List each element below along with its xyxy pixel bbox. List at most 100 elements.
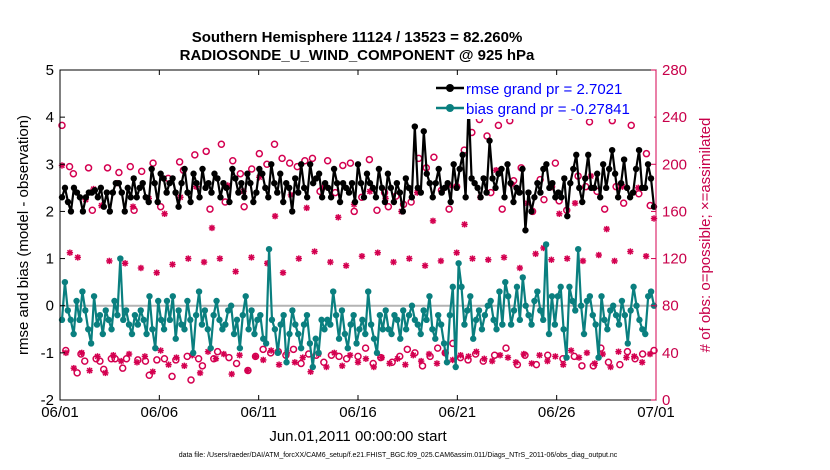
bias-point — [300, 321, 308, 328]
bias-point — [367, 321, 375, 328]
bias-point — [490, 316, 497, 324]
obs-assimilated-stroke — [359, 253, 365, 260]
rmse-point — [184, 189, 191, 196]
obs-assimilated-stroke — [552, 353, 559, 360]
bias-point — [327, 321, 334, 328]
obs-possible-point — [81, 357, 89, 365]
obs-assimilated-stroke — [252, 353, 259, 360]
y-left-tick-label: 2 — [46, 203, 54, 220]
bias-point — [528, 321, 535, 328]
bias-point — [437, 321, 445, 328]
bias-point — [545, 330, 553, 338]
obs-assimilated-point — [339, 362, 346, 370]
bias-point — [239, 311, 247, 319]
rmse-point — [360, 194, 368, 201]
y-right-tick-label: 200 — [662, 156, 687, 173]
bias-point — [566, 283, 573, 291]
rmse-point — [103, 189, 111, 196]
obs-assimilated-stroke — [268, 347, 275, 354]
rmse-point — [187, 198, 194, 206]
obs-possible-point — [540, 195, 548, 204]
rmse-point — [214, 175, 221, 182]
obs-assimilated-point — [70, 364, 78, 372]
y-right-tick-label: 240 — [662, 109, 687, 126]
rmse-point — [522, 227, 529, 234]
bias-point — [388, 330, 395, 338]
obs-assimilated-point — [66, 249, 74, 256]
obs-assimilated-point — [591, 360, 599, 367]
rmse-point — [378, 184, 386, 192]
bias-point — [242, 293, 249, 300]
bias-point — [464, 307, 471, 314]
obs-assimilated-stroke — [615, 348, 622, 355]
rmse-point — [411, 123, 419, 130]
bias-point — [435, 311, 442, 319]
obs-assimilated-stroke — [560, 361, 567, 368]
obs-assimilated-stroke — [465, 353, 472, 360]
bias-point — [309, 363, 316, 371]
bias-point — [467, 293, 474, 300]
rmse-point — [259, 170, 266, 177]
rmse-point — [124, 184, 131, 192]
obs-assimilated-point — [532, 250, 539, 258]
bias-point — [373, 349, 381, 357]
bias-point — [90, 293, 98, 300]
obs-possible-point — [642, 149, 651, 158]
rmse-point — [528, 208, 535, 215]
bias-point — [365, 288, 372, 295]
obs-assimilated-point — [567, 347, 575, 354]
obs-assimilated-stroke — [580, 257, 586, 264]
bias-point — [178, 321, 185, 328]
bias-point — [283, 359, 290, 366]
obs-possible-point — [156, 202, 165, 211]
obs-assimilated-point — [169, 261, 176, 268]
obs-assimilated-point — [62, 349, 70, 357]
rmse-point — [318, 194, 326, 201]
bias-point — [642, 330, 649, 338]
rmse-point — [139, 179, 146, 187]
rmse-point — [564, 212, 571, 220]
obs-assimilated-stroke — [118, 358, 125, 365]
bias-point — [411, 316, 419, 324]
rmse-point — [64, 198, 72, 206]
rmse-point — [468, 175, 475, 182]
obs-possible-point — [175, 158, 184, 166]
obs-assimilated-stroke — [272, 213, 279, 220]
obs-possible-point — [247, 165, 256, 173]
rmse-point — [354, 161, 362, 168]
rmse-point — [623, 184, 631, 192]
bias-point — [67, 316, 74, 324]
bias-point — [172, 335, 179, 342]
obs-assimilated-point — [102, 369, 109, 377]
bias-point — [143, 330, 150, 338]
obs-assimilated-point — [252, 353, 259, 360]
y-axis-right-ticks: 0 40 80 120 160 200 240 280 — [651, 62, 687, 409]
bias-point — [560, 326, 567, 333]
bias-point — [213, 297, 220, 305]
rmse-point — [471, 179, 478, 187]
obs-assimilated-point — [248, 254, 255, 261]
bias-point — [569, 297, 576, 305]
bias-point — [504, 293, 512, 300]
bias-point — [478, 326, 486, 333]
bias-point — [268, 316, 276, 324]
obs-assimilated-point — [642, 253, 650, 260]
bias-point — [204, 326, 212, 333]
bias-point — [385, 326, 392, 333]
rmse-point — [608, 146, 616, 154]
y-left-tick-label: -1 — [41, 345, 54, 362]
obs-assimilated-stroke — [418, 358, 425, 365]
obs-assimilated-stroke — [216, 255, 223, 262]
obs-assimilated-stroke — [497, 352, 504, 359]
bias-point — [461, 321, 468, 328]
obs-assimilated-stroke — [295, 255, 302, 262]
bias-point — [397, 335, 404, 342]
bias-point — [542, 241, 550, 248]
obs-assimilated-point — [433, 360, 441, 367]
rmse-point — [324, 184, 332, 192]
rmse-point — [82, 194, 90, 201]
obs-assimilated-point — [421, 262, 429, 269]
rmse-point — [647, 175, 655, 182]
obs-assimilated-point — [232, 268, 239, 275]
obs-assimilated-stroke — [528, 360, 535, 367]
